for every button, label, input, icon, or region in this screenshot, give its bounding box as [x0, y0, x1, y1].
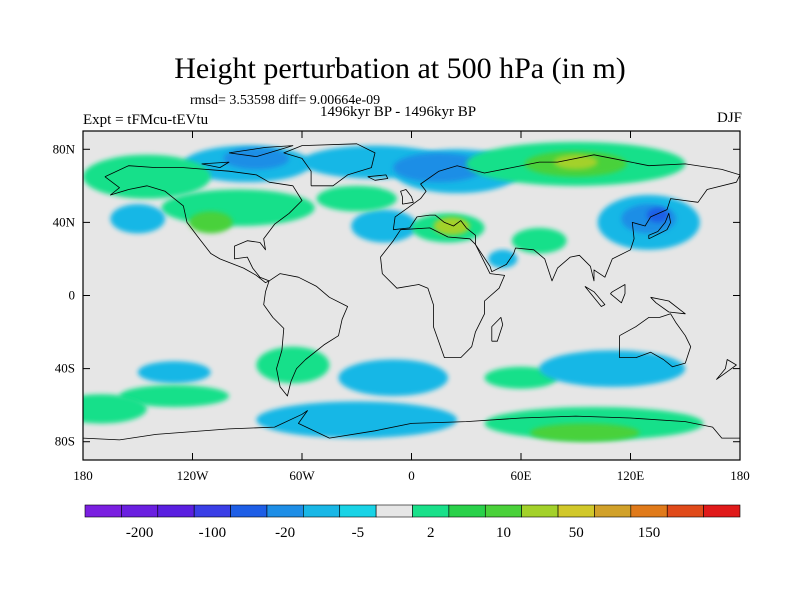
contour-north-america-pos [161, 189, 315, 227]
lon-tick-label: 180 [73, 468, 93, 483]
coastline-arctic-island-b [201, 161, 230, 168]
lon-tick-label: 0 [408, 468, 415, 483]
contour-south-pacific-pos2 [83, 394, 147, 424]
colorbar-swatch [303, 504, 341, 518]
contour-south-indian-pos [484, 366, 558, 389]
colorbar-swatch [84, 504, 122, 518]
lon-tick-label: 120E [617, 468, 645, 483]
plot-title: Height perturbation at 500 hPa (in m) [174, 52, 626, 85]
contour-arctic-canada-core [223, 147, 290, 170]
contour-europe-pos [316, 185, 397, 212]
lon-tick-label: 120W [177, 468, 210, 483]
experiment-label: Expt = tFMcu-tEVtu [83, 112, 209, 128]
lat-tick-label: 40N [53, 214, 76, 229]
colorbar-label: 150 [638, 525, 661, 541]
coastline-antarctica [83, 410, 740, 441]
contour-southern-ocean-neg [256, 401, 458, 439]
lat-tick-label: 80S [55, 434, 75, 449]
contour-south-america-pos [256, 346, 330, 384]
contour-south-atlantic-neg [338, 359, 448, 397]
contour-atlantic-neg [351, 209, 417, 243]
coastline-iceland [367, 174, 389, 181]
coastline-japan [648, 212, 671, 240]
lat-tick-label: 0 [69, 288, 76, 303]
colorbar-swatch [557, 504, 595, 518]
colorbar-label: 2 [427, 525, 435, 541]
colorbar-swatch [703, 504, 741, 518]
colorbar-swatch [521, 504, 559, 518]
colorbar-swatch [594, 504, 632, 518]
contour-mediterranean-core [433, 216, 470, 236]
contour-central-asia-pos-peak [553, 154, 598, 170]
colorbar-swatch [193, 504, 231, 518]
colorbar-swatch [375, 504, 413, 518]
colorbar-swatch [448, 504, 486, 518]
colorbar-label: 50 [569, 525, 584, 541]
contour-africa-neg [488, 249, 518, 269]
colorbar-swatch [412, 504, 450, 518]
coastline-new-guinea [650, 296, 686, 315]
coastline-arctic-island-a [228, 145, 294, 157]
contour-south-indian-neg [539, 350, 686, 387]
lon-tick-label: 60W [289, 468, 315, 483]
contour-siberia-core [393, 152, 485, 183]
coastline-south-america [263, 273, 348, 397]
colorbar-label: -200 [126, 525, 154, 541]
stats-label: rmsd= 3.53598 diff= 9.00664e-09 [190, 93, 381, 108]
lon-tick-label: 180 [730, 468, 750, 483]
coastline-africa [380, 227, 505, 358]
coastline-sumatra [584, 286, 606, 307]
coastline-borneo [610, 284, 626, 304]
colorbar-swatch [630, 504, 668, 518]
contour-south-pacific-pos [119, 385, 229, 407]
colorbar-swatch [339, 504, 377, 518]
lat-tick-label: 40S [55, 361, 75, 376]
colorbar-swatch [266, 504, 304, 518]
coastlines [83, 143, 740, 441]
contour-southern-ocean-pos-core [530, 423, 640, 442]
contour-north-america-pos-core [188, 211, 233, 234]
contour-north-pacific-pos [83, 154, 211, 199]
colorbar-swatch [666, 504, 704, 518]
colorbar-swatch [121, 504, 159, 518]
coastline-north-america [104, 165, 303, 284]
contour-east-pacific-neg [110, 204, 166, 234]
coastline-australia [619, 313, 692, 368]
coastline-greenland [283, 143, 376, 187]
colorbar-label: -20 [275, 525, 295, 541]
contour-field [83, 141, 704, 442]
coastline-new-zealand [715, 359, 737, 380]
colorbar-swatch [230, 504, 268, 518]
colorbar-swatch [157, 504, 195, 518]
coastline-uk [400, 189, 414, 205]
colorbar-label: -100 [199, 525, 227, 541]
season-label: DJF [716, 110, 742, 126]
coastline-eurasia [392, 154, 740, 282]
colorbar-label: 10 [496, 525, 511, 541]
colorbar-swatch [484, 504, 522, 518]
coastline-madagascar [491, 317, 504, 342]
period-label: 1496kyr BP - 1496kyr BP [320, 104, 477, 120]
colorbar: -200 -100 -20 -5 2 10 50 150 [84, 504, 741, 541]
lat-tick-label: 80N [53, 141, 76, 156]
contour-middle-east-pos [511, 227, 567, 254]
map-axes: 180 120W 60W 0 60E 120E 180 80N 40N 0 40S 80S [53, 131, 750, 483]
contour-south-pacific-neg [137, 361, 211, 384]
colorbar-label: -5 [352, 525, 365, 541]
lon-tick-label: 60E [511, 468, 532, 483]
